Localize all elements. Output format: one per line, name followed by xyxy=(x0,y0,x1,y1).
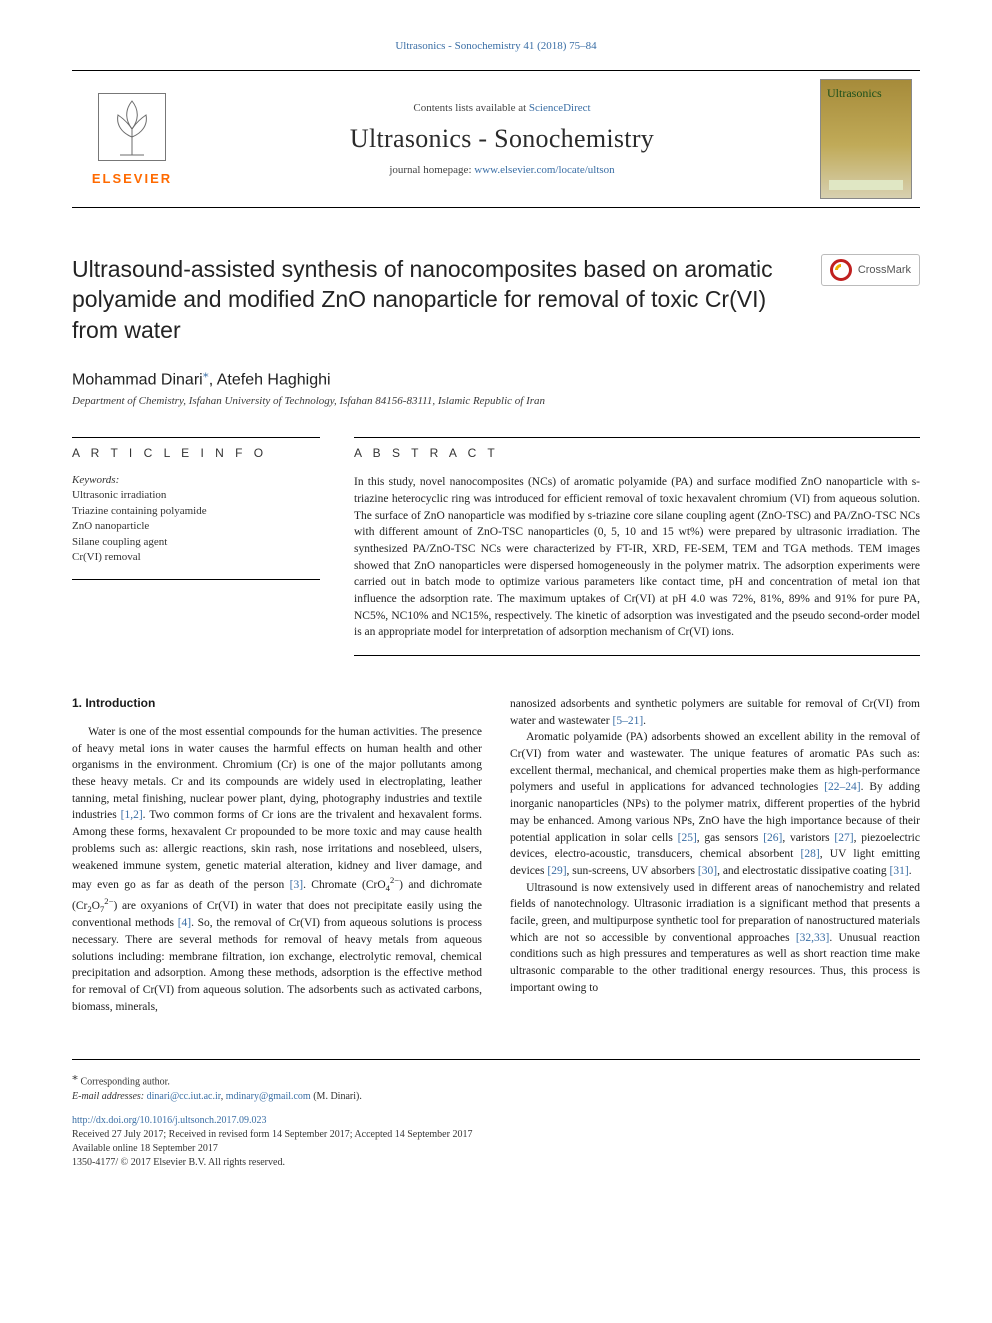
corr-symbol: ⁎ xyxy=(72,1069,78,1083)
article-info-column: A R T I C L E I N F O Keywords: Ultrason… xyxy=(72,437,320,656)
crossmark-icon xyxy=(830,259,852,281)
journal-homepage-line: journal homepage: www.elsevier.com/locat… xyxy=(192,164,812,176)
article-history: Received 27 July 2017; Received in revis… xyxy=(72,1128,920,1142)
journal-homepage-link[interactable]: www.elsevier.com/locate/ultson xyxy=(474,164,614,176)
masthead: ELSEVIER Contents lists available at Sci… xyxy=(72,70,920,208)
corresponding-author-note: ⁎ Corresponding author. xyxy=(72,1068,920,1089)
footer-block: ⁎ Corresponding author. E-mail addresses… xyxy=(72,1059,920,1169)
keyword-item: Silane coupling agent xyxy=(72,535,320,550)
running-head-link[interactable]: Ultrasonics - Sonochemistry 41 (2018) 75… xyxy=(395,40,596,52)
tree-icon xyxy=(102,97,162,157)
body-right-text: nanosized adsorbents and synthetic polym… xyxy=(510,696,920,996)
title-row: Ultrasound-assisted synthesis of nanocom… xyxy=(72,254,920,345)
copyright-line: 1350-4177/ © 2017 Elsevier B.V. All righ… xyxy=(72,1156,920,1170)
crossmark-label: CrossMark xyxy=(858,264,911,276)
article-info-head: A R T I C L E I N F O xyxy=(72,437,320,460)
crossmark-badge[interactable]: CrossMark xyxy=(821,254,920,286)
journal-cover-thumb: Ultrasonics xyxy=(820,79,912,199)
body-column-left: 1. Introduction Water is one of the most… xyxy=(72,696,482,1015)
body-right-para-1: nanosized adsorbents and synthetic polym… xyxy=(510,696,920,729)
available-online: Available online 18 September 2017 xyxy=(72,1142,920,1156)
body-left-para-1: Water is one of the most essential compo… xyxy=(72,724,482,1015)
publisher-block: ELSEVIER xyxy=(72,71,192,207)
abstract-text: In this study, novel nanocomposites (NCs… xyxy=(354,474,920,656)
body-right-para-2: Aromatic polyamide (PA) adsorbents showe… xyxy=(510,729,920,879)
body-columns: 1. Introduction Water is one of the most… xyxy=(72,696,920,1015)
abstract-column: A B S T R A C T In this study, novel nan… xyxy=(354,437,920,656)
body-column-right: nanosized adsorbents and synthetic polym… xyxy=(510,696,920,1015)
article-title: Ultrasound-assisted synthesis of nanocom… xyxy=(72,254,801,345)
email-label: E-mail addresses: xyxy=(72,1091,147,1102)
corr-label: Corresponding author. xyxy=(81,1077,170,1088)
cover-bar-decor xyxy=(829,180,903,190)
author-2: , Atefeh Haghighi xyxy=(209,371,331,388)
body-right-para-3: Ultrasound is now extensively used in di… xyxy=(510,880,920,997)
affiliation: Department of Chemistry, Isfahan Univers… xyxy=(72,395,920,407)
sciencedirect-link[interactable]: ScienceDirect xyxy=(529,102,591,114)
running-head: Ultrasonics - Sonochemistry 41 (2018) 75… xyxy=(72,40,920,52)
contents-available-line: Contents lists available at ScienceDirec… xyxy=(192,102,812,114)
abstract-head: A B S T R A C T xyxy=(354,437,920,460)
page-root: Ultrasonics - Sonochemistry 41 (2018) 75… xyxy=(0,0,992,1210)
journal-name: Ultrasonics - Sonochemistry xyxy=(192,124,812,154)
body-left-text: Water is one of the most essential compo… xyxy=(72,724,482,1015)
email-link-2[interactable]: mdinary@gmail.com xyxy=(226,1091,311,1102)
keyword-item: ZnO nanoparticle xyxy=(72,519,320,534)
keyword-item: Triazine containing polyamide xyxy=(72,504,320,519)
author-1: Mohammad Dinari xyxy=(72,371,203,388)
publisher-wordmark: ELSEVIER xyxy=(92,171,172,186)
elsevier-tree-icon xyxy=(98,93,166,161)
section-1-heading: 1. Introduction xyxy=(72,696,482,710)
doi-link[interactable]: http://dx.doi.org/10.1016/j.ultsonch.201… xyxy=(72,1114,267,1128)
cover-title-script: Ultrasonics xyxy=(827,86,905,101)
email-attribution: (M. Dinari). xyxy=(311,1091,362,1102)
info-bottom-rule xyxy=(72,579,320,580)
keyword-item: Cr(VI) removal xyxy=(72,550,320,565)
email-line: E-mail addresses: dinari@cc.iut.ac.ir, m… xyxy=(72,1090,920,1104)
keywords-list: Ultrasonic irradiation Triazine containi… xyxy=(72,488,320,565)
email-link-1[interactable]: dinari@cc.iut.ac.ir xyxy=(147,1091,221,1102)
keyword-item: Ultrasonic irradiation xyxy=(72,488,320,503)
homepage-prefix: journal homepage: xyxy=(389,164,474,176)
cover-thumb-block: Ultrasonics xyxy=(812,71,920,207)
keywords-head: Keywords: xyxy=(72,474,320,486)
contents-prefix: Contents lists available at xyxy=(413,102,528,114)
author-list: Mohammad Dinari⁎, Atefeh Haghighi xyxy=(72,367,920,389)
info-abstract-row: A R T I C L E I N F O Keywords: Ultrason… xyxy=(72,437,920,656)
masthead-center: Contents lists available at ScienceDirec… xyxy=(192,71,812,207)
